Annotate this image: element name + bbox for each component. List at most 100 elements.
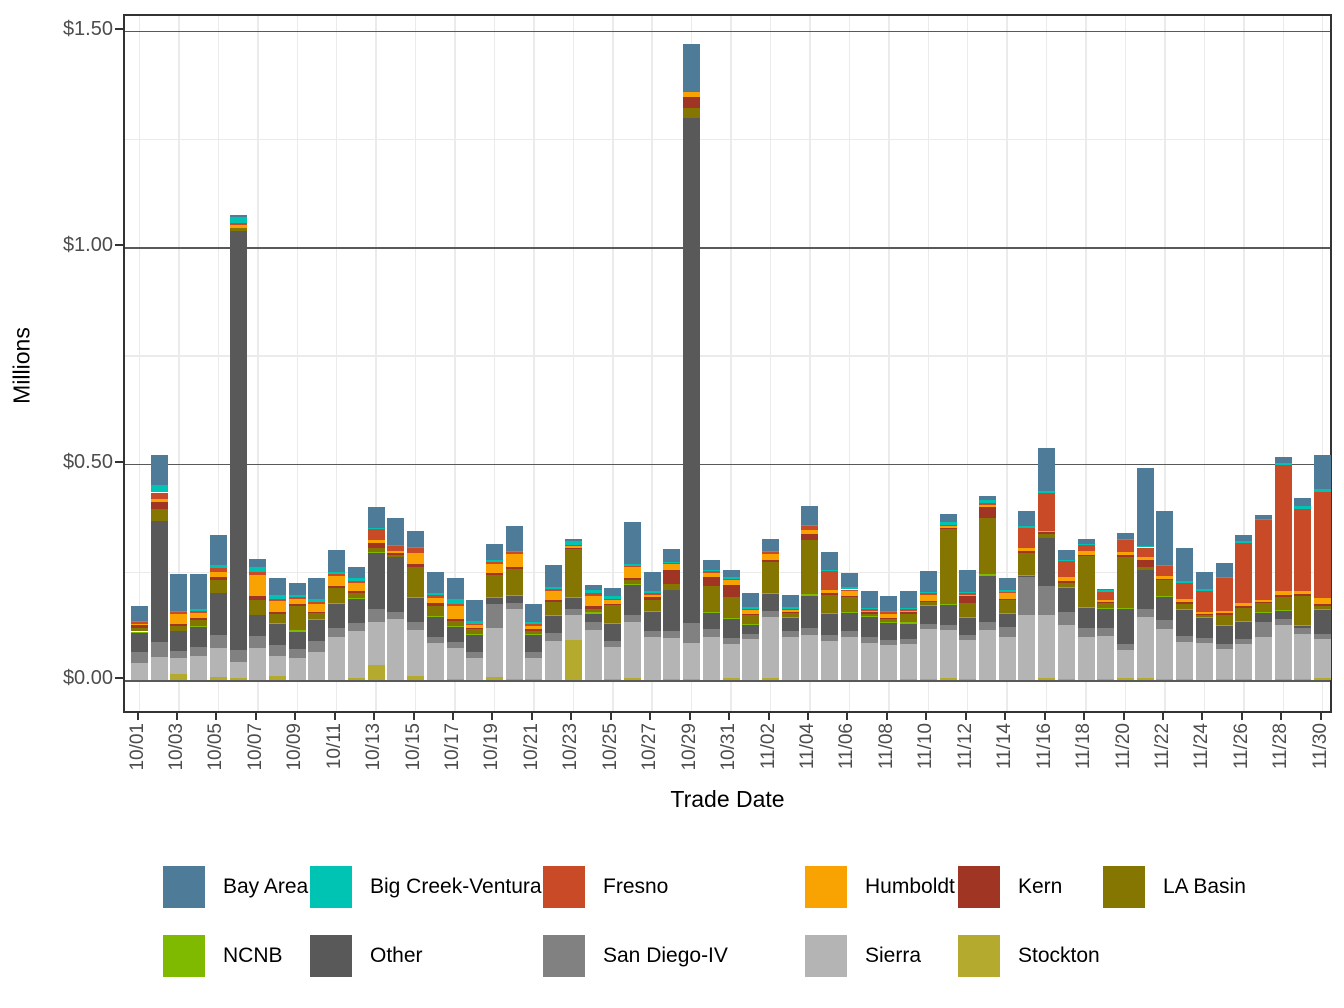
bar-segment	[288, 631, 306, 649]
bar-segment	[1156, 678, 1174, 680]
bar-segment	[860, 610, 878, 613]
x-axis-tick	[136, 713, 139, 720]
bar-segment	[564, 539, 582, 542]
y-gridline-major	[125, 680, 1330, 682]
bar-segment	[860, 617, 878, 637]
x-axis-tick-label: 11/20	[1112, 723, 1134, 770]
bar-segment	[367, 548, 385, 552]
bar-segment	[229, 231, 247, 650]
bar-segment	[328, 586, 346, 589]
x-axis-tick	[491, 713, 494, 720]
bar-segment	[525, 658, 543, 680]
bar-segment	[1215, 563, 1233, 578]
bar-segment	[959, 678, 977, 680]
bar-segment	[1077, 554, 1095, 557]
x-gridline	[335, 16, 338, 711]
bar-segment	[584, 608, 602, 613]
bar-segment	[1215, 614, 1233, 626]
bar-segment	[170, 631, 188, 651]
bar-segment	[131, 620, 148, 622]
bar-segment	[1176, 679, 1194, 680]
bar-segment	[683, 91, 701, 97]
bar-segment	[288, 596, 306, 599]
y-gridline-minor	[125, 355, 1330, 357]
x-axis-tick-label: 10/21	[520, 723, 542, 771]
x-gridline	[533, 16, 535, 711]
bar-segment	[485, 543, 503, 561]
bar-segment	[1097, 592, 1115, 601]
bar-segment	[131, 631, 148, 633]
bar-segment	[978, 500, 996, 503]
bar-segment	[1018, 576, 1036, 577]
bar-segment	[446, 678, 464, 680]
bar-segment	[1097, 602, 1115, 604]
bar-segment	[1314, 609, 1332, 611]
bar-segment	[347, 678, 365, 680]
x-axis-title: Trade Date	[670, 786, 785, 812]
bar-segment	[1274, 609, 1292, 611]
x-gridline	[138, 16, 141, 711]
bar-segment	[249, 567, 267, 572]
bar-segment	[1117, 644, 1134, 651]
bar-segment	[959, 617, 977, 619]
bar-segment	[1057, 576, 1075, 582]
x-axis-tick	[1004, 713, 1007, 720]
legend-label: NCNB	[223, 944, 283, 967]
bar-segment	[919, 623, 937, 630]
bar-segment	[762, 677, 780, 680]
bar-segment	[900, 612, 918, 614]
x-axis-tick	[806, 713, 809, 720]
bar-segment	[860, 608, 878, 610]
bar-segment	[1294, 626, 1312, 629]
bar-segment	[209, 571, 227, 577]
bar-segment	[722, 597, 740, 618]
bar-segment	[1097, 589, 1115, 593]
bar-segment	[939, 521, 957, 525]
bar-segment	[1294, 628, 1312, 634]
x-axis-tick-label: 10/09	[284, 723, 306, 771]
bar-segment	[584, 606, 602, 609]
bar-segment	[1156, 628, 1174, 679]
bar-segment	[446, 605, 464, 619]
x-axis-tick-label: 10/11	[323, 723, 345, 770]
bar-segment	[446, 625, 464, 627]
bar-segment	[584, 622, 602, 631]
bar-segment	[1255, 612, 1273, 622]
bar-segment	[190, 618, 208, 620]
bar-segment	[1038, 492, 1056, 531]
bar-segment	[190, 612, 208, 619]
bar-segment	[781, 612, 799, 614]
x-axis-tick	[846, 713, 849, 720]
bar-segment	[919, 600, 937, 603]
bar-segment	[939, 603, 957, 606]
bar-segment	[1097, 628, 1115, 637]
bar-segment	[742, 609, 760, 615]
bar-segment	[959, 603, 977, 618]
bar-segment	[919, 629, 937, 680]
bar-segment	[1136, 608, 1154, 618]
bar-segment	[229, 223, 247, 226]
x-gridline	[493, 16, 496, 711]
bar-segment	[347, 599, 365, 623]
legend-swatch	[958, 935, 1000, 977]
bar-segment	[407, 630, 425, 676]
bar-segment	[308, 611, 326, 614]
bar-segment	[1136, 567, 1154, 570]
bar-segment	[131, 621, 148, 624]
bar-segment	[959, 594, 977, 597]
bar-segment	[387, 555, 405, 558]
bar-segment	[742, 593, 760, 608]
legend-label: Big Creek-Ventura	[370, 875, 542, 898]
x-axis-tick-label: 11/16	[1033, 723, 1055, 770]
bar-segment	[150, 502, 168, 509]
bar-segment	[722, 643, 740, 679]
legend-label: LA Basin	[1163, 875, 1246, 898]
bar-segment	[1156, 595, 1174, 597]
bar-segment	[249, 615, 267, 636]
x-gridline	[651, 16, 653, 711]
bar-segment	[860, 643, 878, 680]
bar-segment	[446, 620, 464, 626]
bar-segment	[505, 609, 523, 679]
bar-segment	[1274, 590, 1292, 596]
bar-segment	[840, 596, 858, 613]
